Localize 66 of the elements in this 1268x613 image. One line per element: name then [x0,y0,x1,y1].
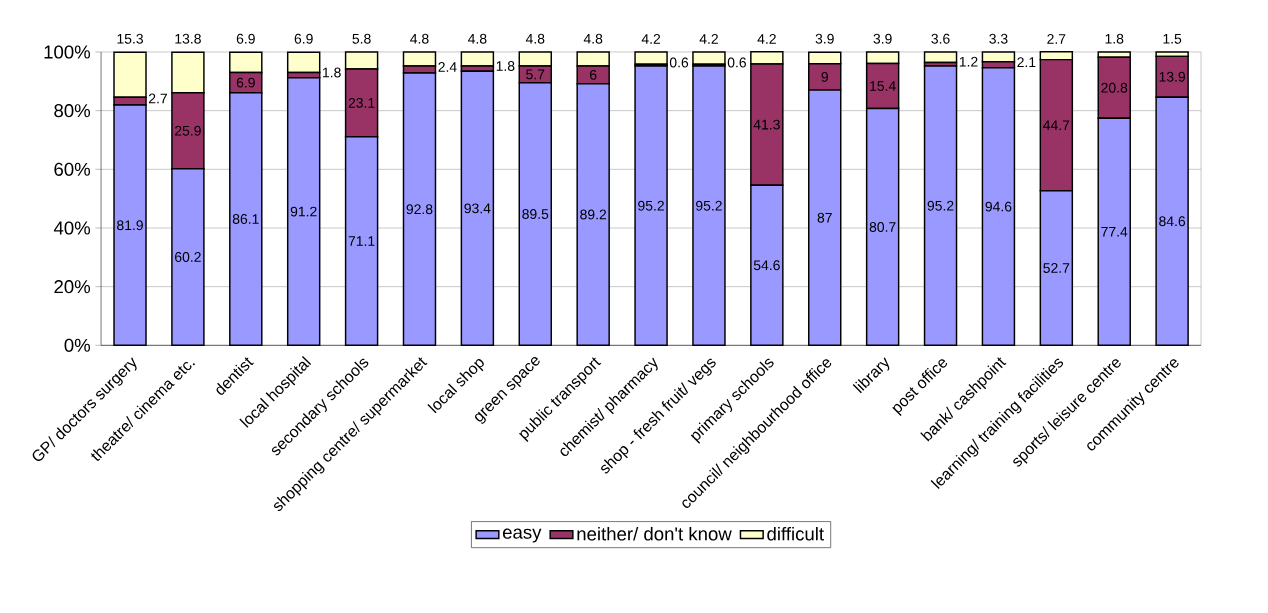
data-label: 1.8 [496,60,515,71]
data-label: 6.9 [294,33,313,44]
data-label: 2.7 [148,93,167,104]
data-label: 80.7 [869,221,896,232]
data-label: 3.3 [989,33,1008,44]
data-label: 4.2 [757,33,776,44]
data-label: 95.2 [638,200,664,211]
data-label: 2.4 [438,61,457,72]
data-label: 4.8 [468,33,487,44]
data-label: 3.9 [873,33,892,44]
data-label: 54.6 [753,260,780,271]
data-label: 71.1 [348,236,375,246]
data-label: 95.2 [696,200,722,211]
data-label: 93.4 [464,203,491,214]
data-label: 41.3 [753,119,780,130]
data-label: 5.8 [352,33,371,44]
y-tick-label: 80% [54,103,91,118]
y-tick-label: 20% [54,279,91,294]
data-label: 91.2 [290,206,317,217]
data-label: 15.4 [870,81,896,91]
data-label: 0.6 [727,57,746,68]
data-label: 89.5 [522,208,549,219]
data-label: 2.7 [1047,33,1066,44]
data-label: 4.2 [699,33,718,44]
data-label: 92.8 [406,204,433,214]
data-label: 6 [590,69,597,80]
data-label: 84.6 [1159,216,1186,227]
data-label: 5.7 [526,69,545,80]
y-tick-label: 60% [54,162,91,176]
data-label: 13.9 [1159,71,1186,82]
data-label: 86.1 [232,213,259,224]
data-label: 15.3 [117,33,143,44]
data-label: 6.9 [236,33,255,44]
legend-label: neither/ don't know [577,526,732,541]
data-label: 4.8 [583,33,603,44]
data-label: 3.6 [931,33,950,44]
data-label: 9 [821,71,828,82]
data-label: 1.8 [1105,33,1124,44]
data-label: 60.2 [175,251,201,262]
data-label: 13.8 [175,33,201,44]
data-label: 77.4 [1101,226,1128,237]
data-label: 2.1 [1017,57,1036,67]
data-label: 95.2 [927,200,954,211]
data-label: 89.2 [580,209,607,220]
data-label: 52.7 [1043,262,1070,273]
data-label: 1.8 [323,67,341,78]
data-label: 6.9 [236,77,255,88]
data-label: 1.5 [1163,33,1182,44]
data-label: 0.6 [669,57,689,68]
legend-label: difficult [767,526,824,541]
data-label: 4.2 [641,33,661,44]
data-label: 23.1 [348,97,375,108]
data-label: 94.6 [985,201,1012,212]
data-label: 44.7 [1043,120,1070,130]
data-label: 4.8 [410,33,429,44]
data-label: 20.8 [1101,82,1128,93]
data-label: 87 [817,212,832,223]
y-tick-label: 0% [64,338,91,352]
legend-label: easy [502,528,542,543]
data-label: 4.8 [525,33,545,44]
data-label: 25.9 [175,125,201,136]
y-tick-label: 40% [53,221,91,235]
data-label: 1.2 [959,56,978,67]
data-label: 81.9 [117,220,143,230]
data-label: 3.9 [815,33,834,44]
y-tick-label: 100% [44,45,91,59]
